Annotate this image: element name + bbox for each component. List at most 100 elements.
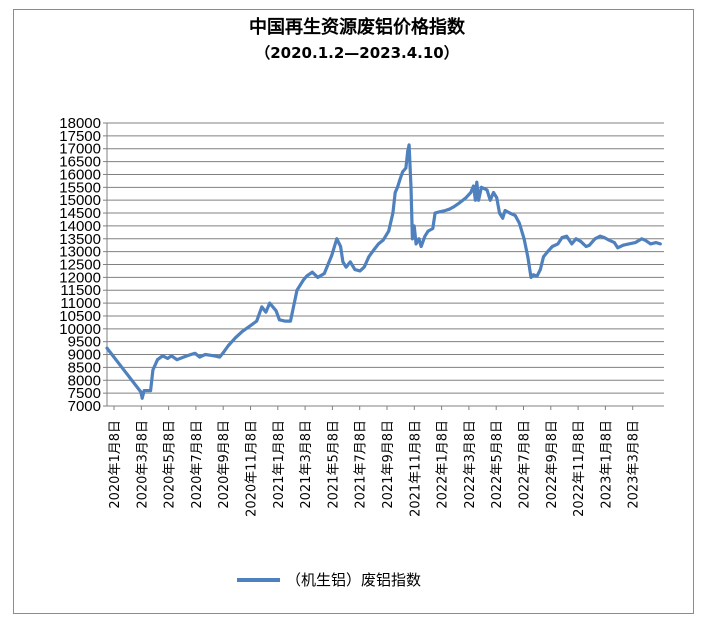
data-point	[498, 211, 501, 215]
x-tick-label: 2020年5月8日	[163, 420, 178, 509]
data-point	[538, 268, 542, 271]
data-point	[362, 265, 366, 269]
data-point	[492, 191, 495, 194]
data-point	[373, 247, 376, 251]
data-point	[531, 273, 535, 277]
y-tick-label: 10500	[59, 308, 101, 325]
data-point	[339, 245, 342, 248]
data-point	[105, 346, 109, 350]
x-tick-label: 2022年11月8日	[572, 420, 587, 517]
data-point	[353, 268, 357, 271]
data-point	[513, 214, 517, 218]
y-tick-label: 13500	[59, 231, 101, 248]
x-tick-label: 2022年5月8日	[490, 420, 505, 509]
data-point	[274, 309, 278, 313]
data-point	[248, 324, 252, 328]
y-tick-label: 8000	[68, 372, 101, 389]
data-point	[335, 237, 339, 241]
x-tick-label: 2021年5月8日	[326, 420, 341, 509]
data-point	[264, 310, 268, 314]
data-point	[443, 209, 447, 212]
data-point	[377, 242, 380, 246]
data-point	[142, 389, 146, 392]
data-point	[438, 210, 442, 214]
data-point	[404, 166, 408, 170]
y-tick-label: 16000	[59, 166, 101, 183]
y-tick-label: 13000	[59, 244, 101, 261]
data-point	[433, 211, 437, 215]
x-tick-label: 2020年9月8日	[217, 420, 232, 509]
data-point	[560, 236, 564, 239]
data-point	[477, 198, 480, 202]
data-point	[627, 242, 631, 246]
data-point	[341, 260, 345, 264]
y-tick-label: 11500	[60, 282, 101, 299]
y-tick-label: 8500	[68, 359, 101, 376]
data-point	[535, 274, 539, 278]
data-point	[322, 272, 326, 275]
data-point	[193, 351, 197, 355]
data-point	[234, 336, 237, 340]
data-point	[469, 191, 473, 194]
data-point	[182, 355, 185, 359]
data-point	[480, 185, 483, 189]
x-tick-label: 2023年3月8日	[627, 420, 642, 509]
data-point	[240, 330, 244, 333]
data-point	[613, 241, 616, 245]
y-tick-label: 18000	[59, 115, 101, 132]
data-point	[409, 185, 413, 189]
data-point	[472, 184, 475, 188]
data-point	[189, 353, 193, 356]
data-point	[426, 229, 430, 233]
gridlines	[103, 122, 664, 407]
legend: （机生铝）废铝指数	[237, 571, 421, 589]
y-tick-label: 14500	[59, 205, 101, 222]
data-point	[522, 237, 526, 241]
y-tick-label: 17000	[59, 141, 101, 158]
data-point	[401, 170, 404, 174]
data-point	[175, 358, 179, 362]
x-tick-label: 2022年1月8日	[436, 420, 451, 509]
data-point	[139, 390, 143, 394]
data-point	[170, 354, 173, 358]
data-point	[212, 354, 216, 358]
y-tick-label: 12000	[59, 269, 101, 286]
x-tick-label: 2020年1月8日	[108, 420, 123, 509]
y-tick-label: 15500	[59, 179, 101, 196]
data-point	[295, 288, 299, 292]
data-point	[260, 305, 264, 309]
x-tick-label: 2020年7月8日	[190, 420, 205, 509]
x-tick-label: 2020年3月8日	[135, 420, 150, 509]
data-point	[414, 242, 418, 246]
data-point	[452, 205, 456, 209]
data-point	[396, 185, 399, 189]
series-line	[105, 143, 662, 400]
data-point	[149, 389, 153, 392]
data-point	[218, 355, 222, 359]
data-point	[475, 180, 479, 184]
y-tick-label: 9000	[68, 347, 101, 364]
data-point	[387, 229, 391, 233]
data-point	[579, 239, 582, 243]
data-point	[565, 234, 569, 238]
data-point	[419, 245, 423, 248]
y-tick-label: 16500	[59, 154, 101, 171]
x-tick-label: 2023年1月8日	[599, 420, 614, 509]
data-point	[598, 234, 602, 238]
data-point	[198, 355, 202, 359]
x-tick-label: 2021年9月8日	[381, 420, 396, 509]
y-tick-label: 9500	[68, 334, 101, 351]
data-point	[658, 242, 662, 246]
data-point	[508, 211, 512, 215]
data-point	[546, 250, 550, 254]
chart-title: 中国再生资源废铝价格指数	[249, 16, 466, 38]
data-point	[518, 221, 521, 225]
data-point	[411, 237, 414, 241]
data-point	[556, 242, 560, 246]
data-point	[412, 224, 416, 228]
data-point	[358, 269, 362, 273]
data-point	[348, 260, 352, 264]
y-tick-label: 15000	[59, 192, 101, 209]
x-tick-label: 2021年11月8日	[408, 420, 423, 517]
